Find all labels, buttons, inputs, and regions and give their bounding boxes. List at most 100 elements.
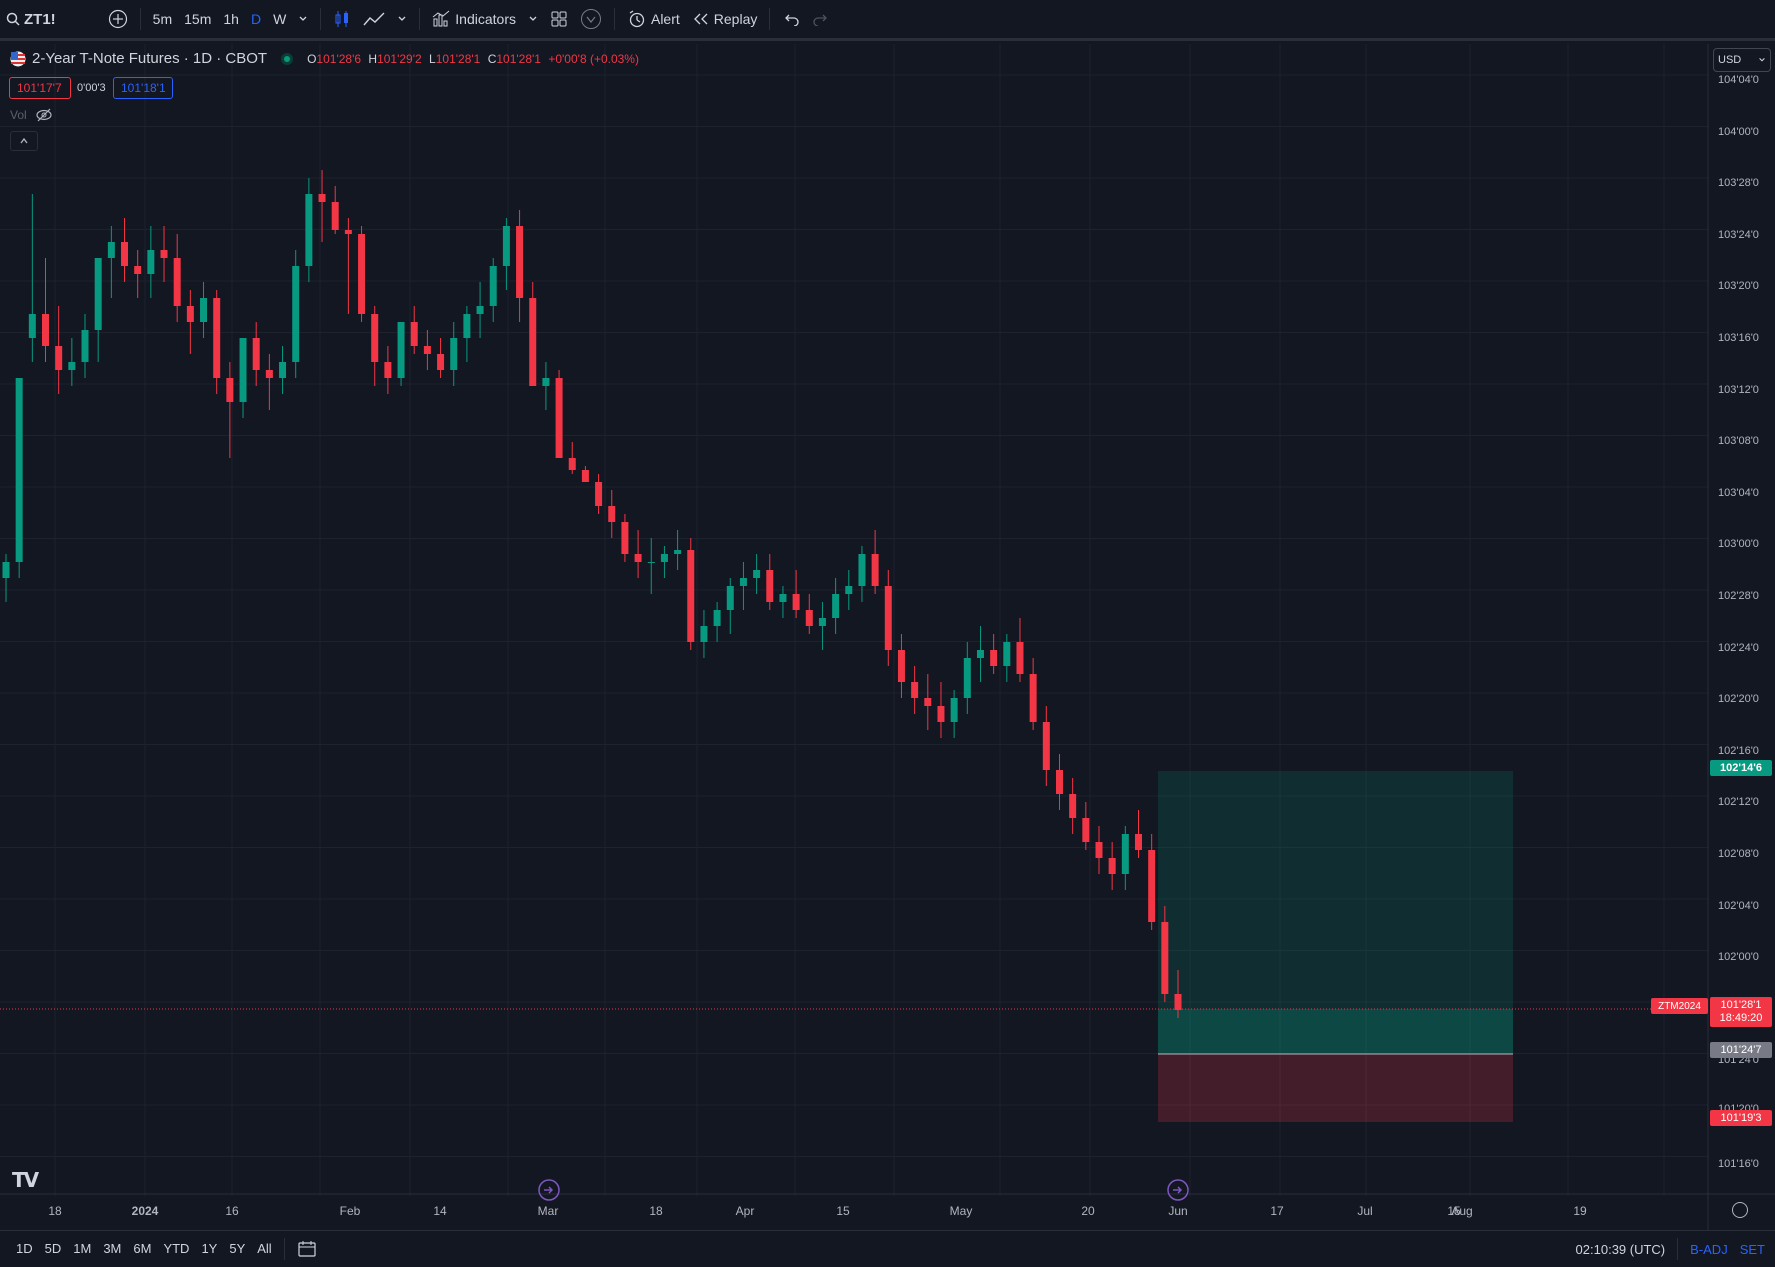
- interval-d[interactable]: D: [250, 11, 262, 27]
- price-chart[interactable]: [0, 44, 1775, 1230]
- settlement-toggle[interactable]: SET: [1739, 1241, 1765, 1257]
- line-chart-icon: [363, 12, 385, 26]
- chevron-down-icon: [398, 16, 406, 21]
- candle-body: [990, 650, 998, 666]
- drawing-tools-button[interactable]: [357, 0, 391, 40]
- range-all[interactable]: All: [257, 1241, 272, 1256]
- rewind-icon: [693, 13, 708, 25]
- grid-icon: [551, 11, 567, 27]
- candle-body: [818, 618, 826, 626]
- candle-body: [489, 266, 497, 306]
- layout-button[interactable]: [544, 0, 574, 40]
- redo-button[interactable]: [806, 0, 836, 40]
- range-5d[interactable]: 5D: [44, 1241, 62, 1256]
- indicators-button[interactable]: Indicators: [426, 0, 522, 40]
- range-5y[interactable]: 5Y: [229, 1241, 246, 1256]
- range-6m[interactable]: 6M: [133, 1241, 152, 1256]
- tradingview-logo[interactable]: TV: [12, 1168, 39, 1192]
- calendar-icon: [298, 1240, 316, 1257]
- currency-select[interactable]: USD: [1713, 48, 1771, 72]
- goto-date-button[interactable]: [291, 1240, 323, 1258]
- redo-icon: [813, 14, 828, 26]
- interval-1h[interactable]: 1h: [223, 11, 239, 27]
- top-toolbar: ZT1! 5m 15m 1h D W Indicators Alert Repl…: [0, 0, 1775, 41]
- candle-body: [305, 194, 313, 266]
- event-marker-icon[interactable]: [538, 1179, 560, 1201]
- compare-button[interactable]: [102, 0, 134, 40]
- undo-button[interactable]: [776, 0, 806, 40]
- clock[interactable]: 02:10:39 (UTC): [1575, 1241, 1666, 1257]
- chevron-down-icon: [529, 16, 537, 21]
- buy-price-button[interactable]: 101'18'1: [113, 77, 173, 99]
- candle-body: [186, 306, 194, 322]
- candle-body: [1029, 674, 1037, 722]
- candle-body: [726, 586, 734, 610]
- candle-body: [713, 610, 721, 626]
- candle-body: [792, 594, 800, 610]
- eye-hidden-icon[interactable]: [35, 108, 53, 122]
- back-adjust-toggle[interactable]: B-ADJ: [1690, 1241, 1728, 1257]
- candle-body: [1095, 842, 1103, 858]
- interval-dropdown[interactable]: [292, 0, 314, 40]
- time-axis-label: Apr: [735, 1204, 755, 1218]
- open-value: 101'28'6: [316, 51, 362, 66]
- symbol-title[interactable]: 2-Year T-Note Futures · 1D · CBOT: [32, 50, 268, 67]
- candle-body: [924, 698, 932, 706]
- drawing-dropdown[interactable]: [391, 0, 413, 40]
- indicators-dropdown[interactable]: [522, 0, 544, 40]
- candle-body: [884, 586, 892, 650]
- change-value: +0'00'8 (+0.03%): [548, 51, 639, 66]
- candle-body: [397, 322, 405, 378]
- price-axis-label: 102'12'0: [1718, 796, 1759, 809]
- candle-body: [226, 378, 234, 402]
- profit-zone[interactable]: [1158, 771, 1513, 1054]
- collapse-legend-button[interactable]: [10, 131, 38, 151]
- time-axis-label: Mar: [537, 1204, 559, 1218]
- candle-body: [634, 554, 642, 562]
- candle-body: [832, 594, 840, 618]
- time-axis-label: Jun: [1168, 1204, 1188, 1218]
- replay-button[interactable]: Replay: [686, 0, 764, 40]
- price-axis-label: 103'28'0: [1718, 177, 1759, 190]
- interval-15m[interactable]: 15m: [184, 11, 212, 27]
- candle-body: [1016, 642, 1024, 674]
- templates-button[interactable]: [574, 0, 608, 40]
- candle-body: [134, 266, 142, 274]
- candle-body: [1042, 722, 1050, 770]
- price-axis-label: 104'04'0: [1718, 74, 1759, 86]
- range-1y[interactable]: 1Y: [201, 1241, 218, 1256]
- candle-body: [766, 570, 774, 602]
- symbol-search[interactable]: ZT1!: [0, 0, 62, 40]
- candle-body: [753, 570, 761, 578]
- price-axis-label: 102'04'0: [1718, 899, 1759, 912]
- time-axis-label: 16: [225, 1204, 239, 1218]
- price-axis-label: 104'00'0: [1718, 125, 1759, 138]
- candle-body: [937, 706, 945, 722]
- add-symbol-icon: [108, 9, 127, 29]
- settings-icon[interactable]: [1732, 1202, 1748, 1218]
- range-ytd[interactable]: YTD: [163, 1241, 190, 1256]
- alert-button[interactable]: Alert: [621, 0, 686, 40]
- candle-body: [200, 298, 208, 322]
- candle-body: [437, 354, 445, 370]
- range-3m[interactable]: 3M: [103, 1241, 122, 1256]
- time-axis-label: Feb: [339, 1204, 361, 1218]
- loss-zone[interactable]: [1158, 1054, 1513, 1122]
- time-axis-label: 18: [649, 1204, 663, 1218]
- candle-body: [81, 330, 89, 362]
- candle-body: [384, 362, 392, 378]
- indicators-icon: [432, 10, 450, 27]
- range-1m[interactable]: 1M: [73, 1241, 92, 1256]
- sell-price-button[interactable]: 101'17'7: [9, 77, 71, 99]
- time-axis-label: 19: [1573, 1204, 1587, 1218]
- price-axis-label: 102'00'0: [1718, 951, 1759, 964]
- interval-5m[interactable]: 5m: [152, 11, 173, 27]
- event-marker-icon[interactable]: [1167, 1179, 1189, 1201]
- candle-body: [963, 658, 971, 698]
- chart-type-button[interactable]: [327, 0, 357, 40]
- range-1d[interactable]: 1D: [16, 1241, 33, 1256]
- templates-icon: [580, 9, 601, 29]
- price-axis-label: 102'28'0: [1718, 590, 1759, 602]
- interval-w[interactable]: W: [273, 11, 287, 27]
- alarm-clock-icon: [629, 10, 645, 28]
